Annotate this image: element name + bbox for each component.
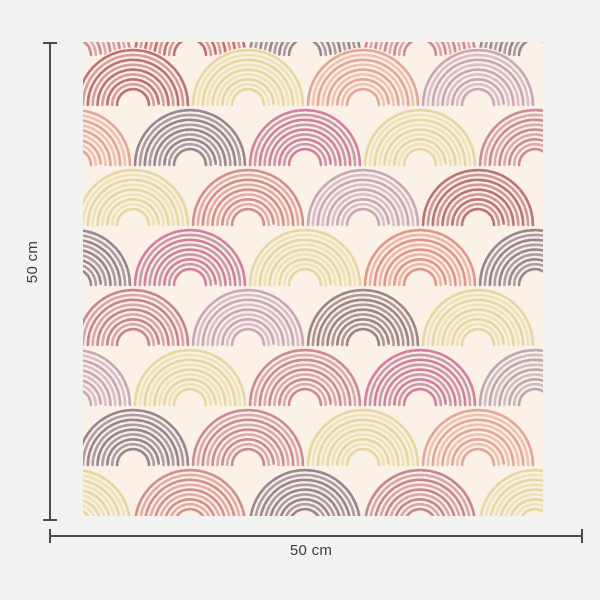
vertical-dimension-cap-top	[43, 42, 57, 44]
vertical-dimension-line	[49, 43, 51, 520]
vertical-dimension-label: 50 cm	[24, 240, 41, 284]
fabric-swatch	[83, 42, 543, 516]
horizontal-dimension-cap-left	[49, 529, 51, 543]
vertical-dimension-cap-bottom	[43, 519, 57, 521]
horizontal-dimension-line	[50, 535, 582, 537]
horizontal-dimension-cap-right	[581, 529, 583, 543]
horizontal-dimension-label: 50 cm	[289, 542, 333, 559]
rainbow-pattern	[83, 42, 543, 516]
